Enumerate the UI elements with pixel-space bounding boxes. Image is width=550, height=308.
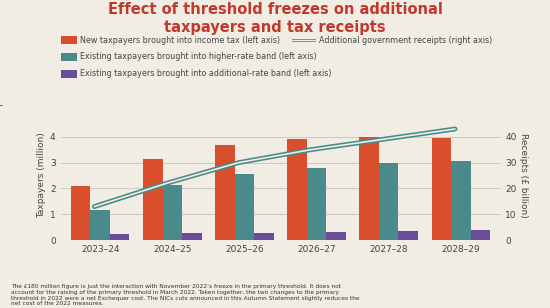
Y-axis label: Taxpayers (million): Taxpayers (million) [37,133,46,218]
Bar [360,137,379,240]
Bar [254,233,274,240]
Bar [235,174,254,240]
Text: New taxpayers brought into income tax (left axis): New taxpayers brought into income tax (l… [80,35,280,45]
Bar [326,232,346,240]
Bar [182,233,201,240]
Bar [432,138,451,240]
Text: 5–: 5– [0,101,3,110]
Bar [163,184,182,240]
Bar [71,186,90,240]
Bar [287,139,307,240]
Text: taxpayers and tax receipts: taxpayers and tax receipts [164,20,386,35]
Bar [398,231,418,240]
Text: Additional government receipts (right axis): Additional government receipts (right ax… [319,35,492,45]
Bar [143,159,163,240]
Bar [90,210,110,240]
Text: The £180 million figure is just the interaction with November 2022’s freeze in t: The £180 million figure is just the inte… [11,284,360,306]
Text: Existing taxpayers brought into higher-rate band (left axis): Existing taxpayers brought into higher-r… [80,52,316,62]
Bar [471,230,490,240]
Bar [215,144,235,240]
Bar [307,168,326,240]
Bar [110,234,129,240]
Y-axis label: Receipts (£ billion): Receipts (£ billion) [519,133,528,218]
Bar [379,163,398,240]
Bar [451,161,471,240]
Text: Existing taxpayers brought into additional-rate band (left axis): Existing taxpayers brought into addition… [80,69,331,79]
Text: Effect of threshold freezes on additional: Effect of threshold freezes on additiona… [108,2,442,17]
